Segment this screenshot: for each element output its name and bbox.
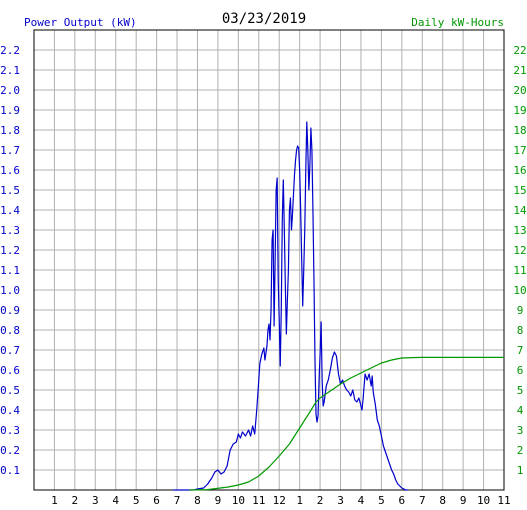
right-tick-label: 19 [513,104,526,117]
left-tick-label: 0.5 [0,384,20,397]
right-tick-label: 18 [513,124,526,137]
energy-series-line [189,356,504,491]
right-tick-label: 15 [513,184,526,197]
x-axis-ticks: 1 2 3 4 5 6 7 8 9 10 11 12 1 2 3 4 5 6 7 8 9 10 11 [51,494,511,507]
right-tick-label: 6 [517,364,524,377]
x-tick-label: 6 [399,494,406,507]
left-tick-label: 1.7 [0,144,20,157]
left-tick-label: 1.2 [0,244,20,257]
left-tick-label: 2.2 [0,44,20,57]
left-tick-label: 1.6 [0,164,20,177]
left-tick-label: 1.5 [0,184,20,197]
right-tick-label: 17 [513,144,526,157]
right-tick-label: 14 [513,204,527,217]
x-tick-label: 3 [92,494,99,507]
left-tick-label: 1.0 [0,284,20,297]
left-axis-label: Power Output (kW) [24,16,137,29]
x-tick-label: 11 [497,494,510,507]
left-tick-label: 0.9 [0,304,20,317]
left-tick-label: 0.8 [0,324,20,337]
right-tick-label: 7 [517,344,524,357]
x-tick-label: 10 [477,494,490,507]
series-group [172,121,504,491]
left-tick-label: 1.4 [0,204,20,217]
x-tick-label: 3 [337,494,344,507]
right-tick-label: 11 [513,264,526,277]
right-tick-label: 9 [517,304,524,317]
x-tick-label: 5 [133,494,140,507]
left-tick-label: 0.6 [0,364,20,377]
right-tick-label: 8 [517,324,524,337]
x-tick-label: 4 [112,494,119,507]
right-tick-label: 13 [513,224,526,237]
x-tick-label: 9 [460,494,467,507]
left-tick-label: 0.4 [0,404,20,417]
left-tick-label: 1.9 [0,104,20,117]
x-tick-label: 6 [153,494,160,507]
left-axis-ticks: 0.1 0.2 0.3 0.4 0.5 0.6 0.7 0.8 0.9 1.0 1.1 1.2 1.3 1… [0,44,20,477]
left-tick-label: 1.1 [0,264,20,277]
right-tick-label: 21 [513,64,526,77]
right-tick-label: 10 [513,284,526,297]
x-tick-label: 1 [296,494,303,507]
right-axis-label: Daily kW-Hours [411,16,504,29]
right-tick-label: 4 [517,404,524,417]
x-tick-label: 5 [378,494,385,507]
x-tick-label: 12 [273,494,286,507]
right-tick-label: 20 [513,84,526,97]
left-tick-label: 1.8 [0,124,20,137]
left-tick-label: 0.2 [0,444,20,457]
right-tick-label: 1 [517,464,524,477]
x-tick-label: 4 [358,494,365,507]
x-tick-label: 11 [252,494,265,507]
right-tick-label: 16 [513,164,526,177]
chart-grid [34,30,504,490]
power-series-line [172,121,408,491]
x-tick-label: 8 [439,494,446,507]
x-tick-label: 2 [72,494,79,507]
left-tick-label: 0.3 [0,424,20,437]
right-tick-label: 3 [517,424,524,437]
right-tick-label: 5 [517,384,524,397]
chart-title: 03/23/2019 [222,11,306,27]
right-tick-label: 12 [513,244,526,257]
x-tick-label: 7 [419,494,426,507]
right-tick-label: 22 [513,44,526,57]
x-tick-label: 10 [232,494,245,507]
right-tick-label: 2 [517,444,524,457]
left-tick-label: 1.3 [0,224,20,237]
left-tick-label: 0.1 [0,464,20,477]
x-tick-label: 7 [174,494,181,507]
plot-frame [33,29,505,491]
x-tick-label: 2 [317,494,324,507]
left-tick-label: 2.0 [0,84,20,97]
x-tick-label: 1 [51,494,58,507]
x-tick-label: 8 [194,494,201,507]
left-tick-label: 0.7 [0,344,20,357]
left-tick-label: 2.1 [0,64,20,77]
x-tick-label: 9 [215,494,222,507]
